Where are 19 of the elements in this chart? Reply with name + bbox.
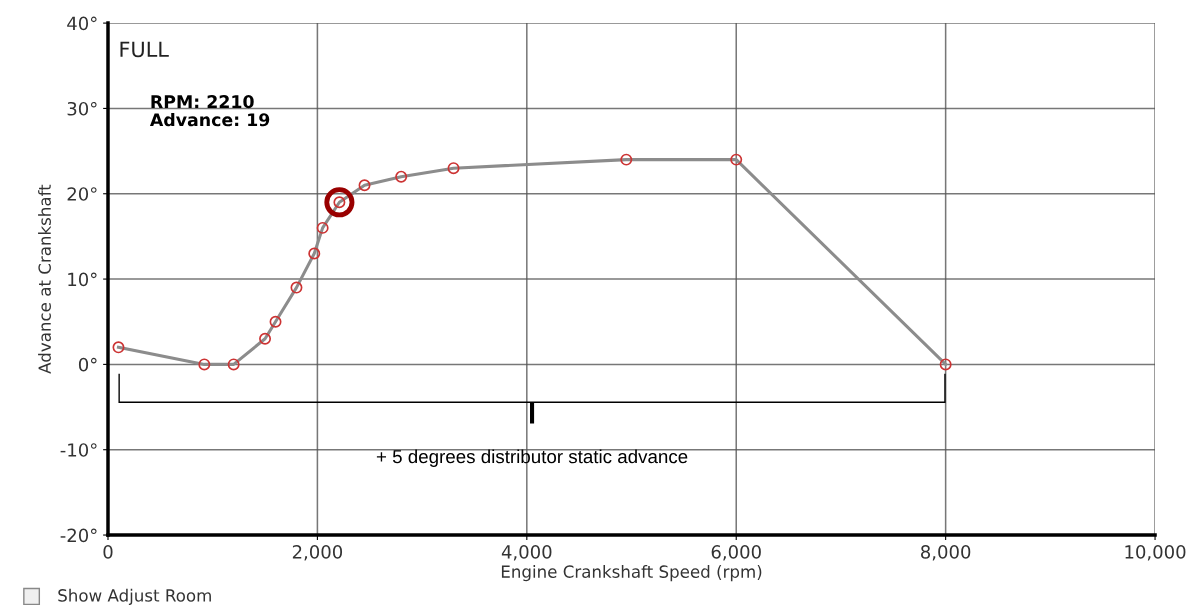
text: Show Adjust Room [58,588,211,605]
y-axis-title: Advance at Crankshaft [38,184,51,374]
y-tick-label: 20° [67,187,97,201]
y-tick-label: 40° [67,16,97,31]
y-tick-label: 10° [68,272,97,287]
y-tick-label: 30° [67,101,97,116]
x-axis-title: Engine Crankshaft Speed (rpm) [501,565,762,582]
x-tick-label: 8,000 [921,545,971,561]
annotation: RPM: 2210 Advance: 19 [149,95,270,127]
x-tick-label: 2,000 [292,545,343,561]
y-tick-label: -10° [60,443,97,457]
x-tick-label: 6,000 [711,545,761,561]
x-tick-label: 0 [103,545,113,559]
x-tick-label: 4,000 [501,545,552,561]
text: FULL [120,41,169,58]
y-tick-label: -20° [60,528,97,543]
y-tick-label: 0° [78,357,97,372]
annotation: + 5 degrees distributor static advance [376,449,688,467]
x-tick-label: 10,000 [1125,545,1186,561]
